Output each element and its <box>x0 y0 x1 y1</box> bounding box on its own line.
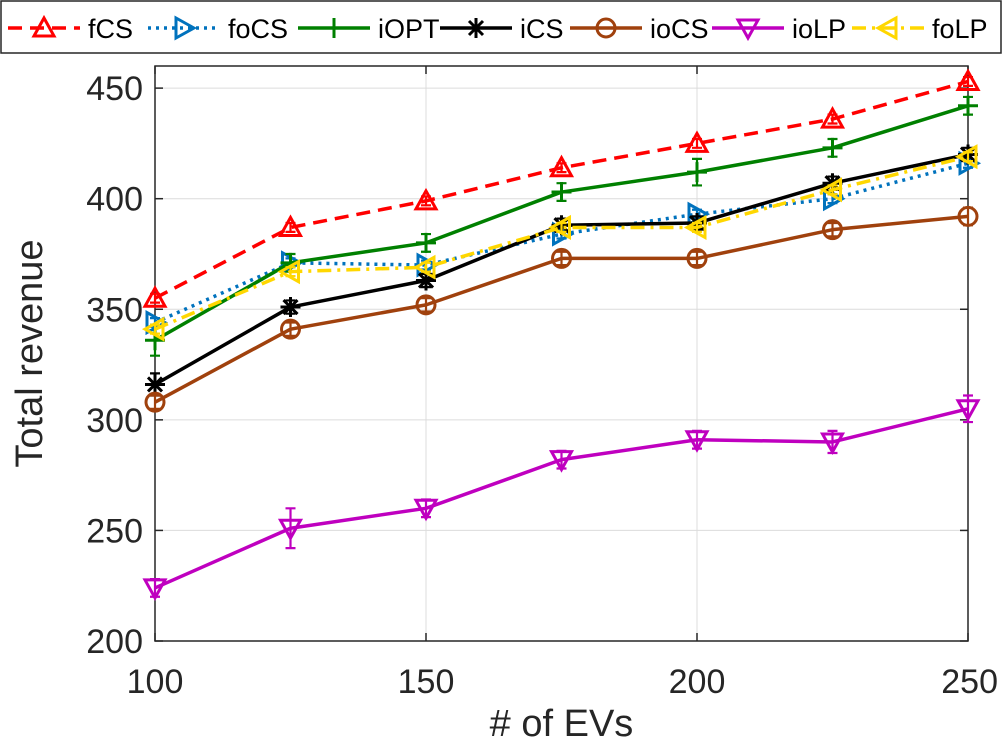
y-tick-label: 250 <box>86 512 143 550</box>
data-point-folp <box>412 254 436 280</box>
data-point-iopt <box>687 162 707 183</box>
data-point-fcs <box>955 68 981 91</box>
data-point-iocs <box>686 247 708 269</box>
x-tick-label: 250 <box>941 663 998 701</box>
data-point-folp <box>548 214 571 240</box>
data-point-iolp <box>955 399 981 422</box>
y-tick-label: 350 <box>86 291 143 329</box>
data-point-iolp <box>684 430 710 453</box>
legend-entry-iocs: ioCS <box>570 14 709 44</box>
legend-entry-folp: foLP <box>852 14 988 44</box>
data-point-iocs <box>822 219 843 241</box>
x-axis-label: # of EVs <box>490 703 634 745</box>
series-fcs <box>142 68 981 308</box>
data-point-iocs <box>957 205 979 227</box>
data-point-fcs <box>684 130 710 153</box>
legend-marker-iocs <box>595 17 617 39</box>
data-point-iolp <box>548 450 575 473</box>
data-point-folp <box>277 259 300 285</box>
data-point-iopt <box>958 95 978 116</box>
series-iopt <box>145 95 978 357</box>
data-point-fcs <box>413 187 439 211</box>
data-point-folp <box>141 316 165 342</box>
data-point-fcs <box>548 154 575 178</box>
data-point-iopt <box>551 182 572 203</box>
data-point-iolp <box>142 578 168 602</box>
series-group <box>141 68 982 602</box>
legend-label-iolp: ioLP <box>792 14 846 44</box>
legend-label-folp: foLP <box>932 14 988 44</box>
legend-entry-iolp: ioLP <box>712 14 846 44</box>
series-iocs <box>144 205 979 413</box>
y-tick-label: 400 <box>86 181 143 219</box>
data-point-iolp <box>413 498 439 522</box>
legend-label-iocs: ioCS <box>650 14 709 44</box>
legend-marker-focs <box>174 15 198 41</box>
legend-label-focs: foCS <box>228 14 288 44</box>
legend: fCS foCS iOPT iCS ioCS ioLP foLP <box>0 0 1002 54</box>
x-tick-label: 150 <box>398 663 455 701</box>
y-tick-label: 450 <box>86 70 143 108</box>
data-point-iocs <box>551 247 572 269</box>
data-point-fcs <box>277 214 304 237</box>
series-line-iocs <box>154 214 969 404</box>
series-folp <box>141 144 978 342</box>
series-line-fcs <box>154 79 969 300</box>
data-point-fcs <box>142 285 168 308</box>
legend-entry-ics: iCS <box>440 14 564 44</box>
legend-entry-fcs: fCS <box>8 14 133 44</box>
legend-entry-iopt: iOPT <box>298 14 440 44</box>
series-line-folp <box>154 154 969 331</box>
y-axis-label: Total revenue <box>9 239 51 467</box>
data-point-folp <box>954 144 978 170</box>
y-tick-label: 300 <box>86 402 143 440</box>
series-line-iolp <box>154 407 969 590</box>
data-point-ics <box>416 270 436 291</box>
data-point-ics <box>280 297 301 318</box>
data-point-folp <box>819 177 842 203</box>
data-point-iocs <box>144 391 166 413</box>
data-point-iolp <box>277 518 304 542</box>
legend-marker-iopt <box>324 18 344 38</box>
plot-border <box>154 65 969 642</box>
data-point-iocs <box>280 318 301 340</box>
x-tick-label: 100 <box>127 663 184 701</box>
legend-marker-fcs <box>31 14 57 38</box>
data-point-iopt <box>822 137 843 158</box>
data-point-folp <box>683 214 707 240</box>
axes-frame <box>154 65 969 642</box>
data-point-ics <box>145 374 165 395</box>
data-point-iolp <box>819 432 846 456</box>
legend-marker-ics <box>466 18 486 38</box>
legend-marker-folp <box>874 15 898 41</box>
legend-entry-focs: foCS <box>148 14 288 44</box>
legend-label-iopt: iOPT <box>378 14 440 44</box>
x-tick-label: 200 <box>669 663 726 701</box>
grid-lines <box>154 66 969 642</box>
legend-label-fcs: fCS <box>88 14 133 44</box>
data-point-iocs <box>415 294 437 316</box>
legend-label-ics: iCS <box>520 14 564 44</box>
y-tick-label: 200 <box>86 623 143 661</box>
data-point-iopt <box>416 232 436 253</box>
data-point-fcs <box>819 105 846 129</box>
legend-marker-iolp <box>735 18 761 42</box>
series-iolp <box>142 394 981 602</box>
tick-labels: 200 250 300 350 400 450 100 150 200 250 <box>86 70 998 701</box>
